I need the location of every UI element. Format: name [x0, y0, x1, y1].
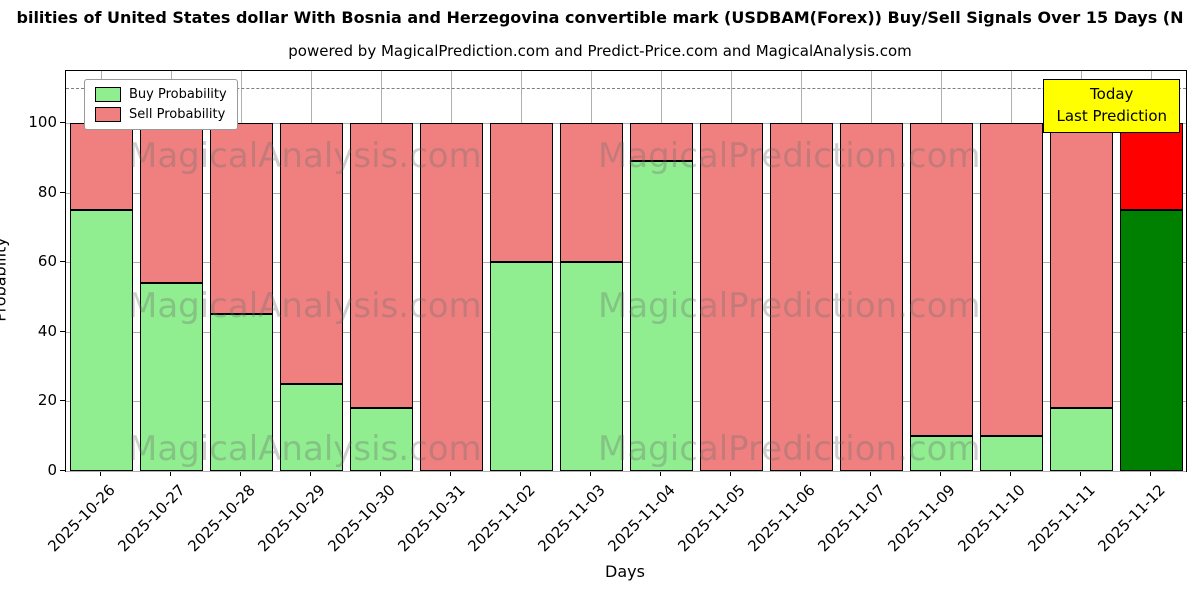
x-tick-mark [520, 471, 521, 476]
sell-bar-segment [489, 123, 553, 263]
buy-bar-segment [1119, 210, 1183, 471]
x-tick-mark [590, 471, 591, 476]
y-tick-mark [60, 400, 65, 402]
y-tick-mark [60, 330, 65, 332]
sell-bar-segment [559, 123, 623, 263]
legend-item-sell: Sell Probability [95, 107, 227, 122]
sell-bar-segment [279, 123, 343, 385]
stacked-bar [629, 123, 693, 471]
h-gridline [66, 262, 1186, 264]
x-tick-mark [240, 471, 241, 476]
buy-color-swatch-icon [95, 87, 121, 102]
sell-bar-segment [69, 123, 133, 211]
stacked-bar [769, 123, 833, 471]
sell-bar-segment [979, 123, 1043, 437]
buy-bar-segment [279, 384, 343, 471]
x-tick-mark [450, 471, 451, 476]
h-gridline [66, 331, 1186, 333]
buy-bar-segment [349, 408, 413, 471]
sell-bar-segment [909, 123, 973, 437]
x-tick-mark [310, 471, 311, 476]
chart-subtitle: powered by MagicalPrediction.com and Pre… [288, 42, 912, 60]
stacked-bar [349, 123, 413, 471]
plot-area: Buy Probability Sell Probability Today L… [65, 70, 1187, 472]
y-tick-label: 80 [37, 182, 57, 201]
stacked-bar [69, 123, 133, 471]
stacked-bar [139, 123, 203, 471]
buy-bar-segment [489, 262, 553, 471]
y-tick-mark [60, 191, 65, 193]
chart-title: bilities of United States dollar With Bo… [16, 8, 1184, 27]
stacked-bar [279, 123, 343, 471]
x-axis-label: Days [605, 562, 645, 581]
buy-bar-segment [69, 210, 133, 471]
sell-bar-segment [839, 123, 903, 471]
dashed-threshold-line [66, 88, 1186, 90]
chart-legend: Buy Probability Sell Probability [84, 79, 238, 130]
stacked-bar [909, 123, 973, 471]
h-gridline [66, 401, 1186, 403]
y-tick-label: 20 [37, 391, 57, 410]
y-tick-mark [60, 122, 65, 124]
buy-bar-segment [1049, 408, 1113, 471]
stacked-bar [559, 123, 623, 471]
sell-bar-segment [419, 123, 483, 471]
stacked-bar [1049, 123, 1113, 471]
y-axis-label: Probability [0, 237, 10, 322]
sell-bar-segment [769, 123, 833, 471]
buy-bar-segment [979, 436, 1043, 471]
sell-color-swatch-icon [95, 107, 121, 122]
h-gridline [66, 123, 1186, 125]
stacked-bar [1119, 123, 1183, 471]
y-tick-mark [60, 261, 65, 263]
y-tick-label: 40 [37, 321, 57, 340]
legend-label-buy: Buy Probability [129, 87, 227, 102]
legend-item-buy: Buy Probability [95, 87, 227, 102]
x-tick-mark [170, 471, 171, 476]
x-tick-mark [1010, 471, 1011, 476]
x-tick-mark [940, 471, 941, 476]
x-tick-mark [1080, 471, 1081, 476]
stacked-bar [489, 123, 553, 471]
x-tick-mark [660, 471, 661, 476]
sell-bar-segment [1049, 123, 1113, 409]
sell-bar-segment [699, 123, 763, 471]
h-gridline [66, 192, 1186, 194]
annotation-line-2: Last Prediction [1056, 106, 1167, 125]
stacked-bar [419, 123, 483, 471]
buy-bar-segment [559, 262, 623, 471]
buy-bar-segment [139, 283, 203, 471]
x-tick-mark [800, 471, 801, 476]
sell-bar-segment [139, 123, 203, 284]
y-tick-label: 60 [37, 252, 57, 271]
sell-bar-segment [1119, 123, 1183, 211]
annotation-line-1: Today [1090, 85, 1134, 103]
legend-label-sell: Sell Probability [129, 107, 226, 122]
y-tick-label: 0 [47, 461, 57, 479]
sell-bar-segment [349, 123, 413, 409]
stacked-bar [979, 123, 1043, 471]
buy-bar-segment [629, 161, 693, 471]
h-gridline [66, 471, 1186, 472]
sell-bar-segment [209, 123, 273, 315]
stacked-bar [839, 123, 903, 471]
today-annotation: Today Last Prediction [1043, 79, 1180, 133]
x-tick-mark [1150, 471, 1151, 476]
stacked-bar [209, 123, 273, 471]
stacked-bar [699, 123, 763, 471]
buy-bar-segment [909, 436, 973, 471]
x-tick-mark [870, 471, 871, 476]
x-tick-mark [730, 471, 731, 476]
x-tick-mark [100, 471, 101, 476]
y-tick-mark [60, 470, 65, 471]
y-tick-label: 100 [28, 113, 57, 132]
sell-bar-segment [629, 123, 693, 162]
x-tick-mark [380, 471, 381, 476]
buy-bar-segment [209, 314, 273, 471]
